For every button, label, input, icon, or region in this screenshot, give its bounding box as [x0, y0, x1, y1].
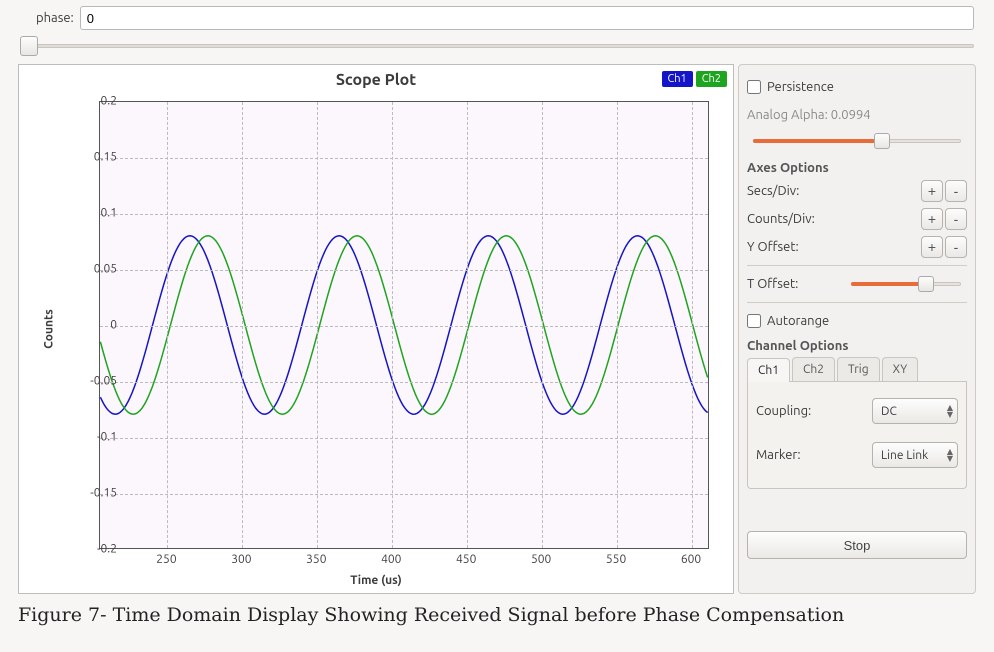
plot-legend: Ch1Ch2 [662, 71, 727, 87]
persistence-label: Persistence [767, 80, 834, 94]
y-offset-plus[interactable]: + [921, 236, 943, 258]
counts-div-label: Counts/Div: [747, 212, 815, 226]
coupling-select[interactable]: DC ▲▼ [872, 398, 958, 424]
ytick: -0.1 [63, 431, 117, 444]
plot-title: Scope Plot [19, 71, 733, 89]
xtick: 300 [231, 553, 251, 566]
marker-select[interactable]: Line Link ▲▼ [872, 442, 958, 468]
tab-ch2[interactable]: Ch2 [792, 357, 835, 381]
legend-ch2: Ch2 [696, 71, 727, 87]
tab-xy[interactable]: XY [882, 357, 919, 381]
autorange-checkbox[interactable]: Autorange [747, 314, 829, 328]
secs-div-plus[interactable]: + [921, 180, 943, 202]
ytick: 0.1 [63, 207, 117, 220]
xtick: 550 [606, 553, 626, 566]
x-axis-label: Time (us) [19, 574, 733, 587]
marker-label: Marker: [756, 448, 801, 462]
plot-area [99, 101, 709, 549]
ytick: -0.2 [63, 543, 117, 556]
ytick: -0.15 [63, 487, 117, 500]
xtick: 500 [531, 553, 551, 566]
figure-caption: Figure 7- Time Domain Display Showing Re… [0, 594, 994, 626]
xtick: 450 [456, 553, 476, 566]
legend-ch1: Ch1 [662, 71, 693, 87]
xtick: 600 [681, 553, 701, 566]
ytick: 0.05 [63, 263, 117, 276]
scope-plot: Scope Plot Ch1Ch2 Counts Time (us) -0.2 -… [18, 64, 734, 594]
ytick: -0.05 [63, 375, 117, 388]
secs-div-minus[interactable]: - [945, 180, 967, 202]
y-offset-minus[interactable]: - [945, 236, 967, 258]
xtick: 250 [156, 553, 176, 566]
channel-tab-body: Coupling: DC ▲▼ Marker: Line Link ▲▼ [747, 382, 967, 489]
counts-div-plus[interactable]: + [921, 208, 943, 230]
analog-alpha-label: Analog Alpha: 0.0994 [747, 103, 967, 127]
secs-div-label: Secs/Div: [747, 184, 799, 198]
t-offset-label: T Offset: [747, 277, 798, 291]
channel-options-title: Channel Options [747, 339, 967, 353]
t-offset-slider[interactable] [851, 274, 961, 294]
channel-tabs: Ch1Ch2TrigXY [747, 357, 967, 382]
axes-options-title: Axes Options [747, 161, 967, 175]
phase-label: phase: [36, 11, 74, 25]
tab-ch1[interactable]: Ch1 [747, 358, 790, 382]
phase-slider[interactable] [20, 36, 974, 56]
ytick: 0.15 [63, 151, 117, 164]
coupling-label: Coupling: [756, 404, 811, 418]
analog-alpha-slider[interactable] [753, 131, 961, 151]
control-panel: Persistence Analog Alpha: 0.0994 Axes Op… [738, 64, 976, 594]
y-offset-label: Y Offset: [747, 240, 799, 254]
ytick: 0 [63, 319, 117, 332]
tab-trig[interactable]: Trig [837, 357, 880, 381]
stop-button[interactable]: Stop [747, 531, 967, 559]
phase-input[interactable] [80, 6, 974, 30]
y-axis-label: Counts [42, 309, 55, 349]
persistence-checkbox[interactable]: Persistence [747, 80, 834, 94]
xtick: 400 [381, 553, 401, 566]
ytick: 0.2 [63, 95, 117, 108]
autorange-label: Autorange [767, 314, 829, 328]
xtick: 350 [306, 553, 326, 566]
counts-div-minus[interactable]: - [945, 208, 967, 230]
